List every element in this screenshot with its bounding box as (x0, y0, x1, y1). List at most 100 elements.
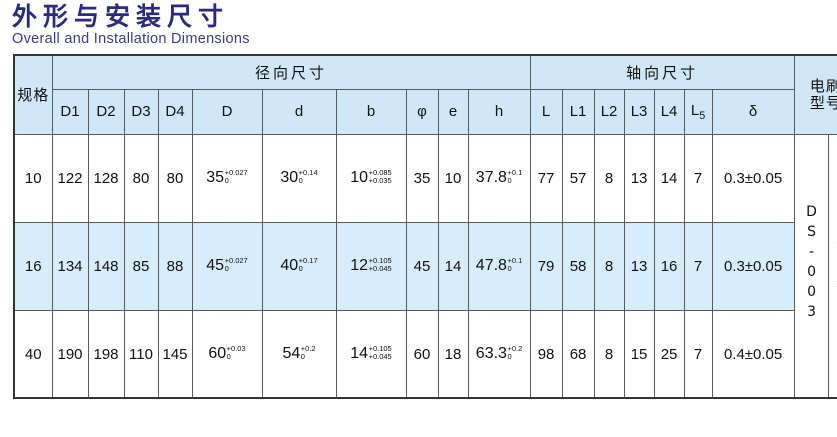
cell-d-tolerance-upper: +0.17 (298, 256, 318, 266)
dimensions-table: 规格 径向尺寸 轴向尺寸 电刷 型号 D1 D2 D3 D4 D d b φ e… (13, 53, 837, 400)
cell-b-base: 10 (350, 169, 369, 187)
header-brush-model: 电刷 型号 (793, 54, 837, 135)
header-group-axial: 轴向尺寸 (529, 54, 795, 90)
cell-phi: 60 (405, 309, 439, 399)
header-col-L2: L2 (593, 88, 625, 135)
header-col-e: e (437, 88, 469, 135)
header-col-d1: D1 (51, 88, 89, 135)
header-col-L3: L3 (623, 88, 655, 135)
cell-D-base: 45 (206, 257, 225, 275)
cell-D-tolerance-upper: +0.03 (226, 343, 246, 353)
cell-L5: 7 (683, 221, 713, 311)
cell-D-value: 35 +0.027 0 (206, 168, 248, 187)
header-col-L4: L4 (653, 88, 685, 135)
header-col-d2: D2 (87, 88, 125, 135)
cell-L4: 14 (653, 133, 685, 223)
cell-L2: 8 (593, 221, 625, 311)
cell-L: 77 (529, 133, 563, 223)
cell-d-value: 40 +0.17 0 (280, 256, 318, 275)
cell-d2: 148 (87, 221, 125, 311)
cell-L5: 7 (683, 309, 713, 399)
cell-L4: 25 (653, 309, 685, 399)
header-col-d4: D4 (157, 88, 193, 135)
cell-spec: 10 (13, 133, 53, 223)
header-col-d3: D3 (123, 88, 159, 135)
header-col-b: b (335, 88, 407, 135)
cell-b: 12 +0.105 +0.045 (335, 221, 407, 311)
cell-b-tolerance-lower: +0.045 (368, 352, 392, 362)
header-col-L1: L1 (561, 88, 595, 135)
cell-spec: 40 (13, 309, 53, 399)
cell-D: 35 +0.027 0 (191, 133, 263, 223)
table-row: 10 122 128 80 80 35 +0.027 0 30 +0.14 0 10 +0.085 +0.… (13, 133, 837, 399)
spec-table-wrap: 规格 径向尺寸 轴向尺寸 电刷 型号 D1 D2 D3 D4 D d b φ e… (13, 53, 837, 400)
header-col-L5: L5 (683, 88, 713, 135)
cell-D-base: 35 (206, 169, 225, 187)
header-col-d: d (261, 88, 337, 135)
brush-note-text: 见附表 (833, 229, 837, 299)
cell-d: 54 +0.2 0 (261, 309, 337, 399)
cell-D: 60 +0.03 0 (191, 309, 263, 399)
table-row: 16 134 148 85 88 45 +0.027 0 40 +0.17 0 12 +0.105 +0.… (13, 221, 837, 311)
cell-h-tolerance: +0.1 0 (507, 256, 522, 274)
cell-d: 30 +0.14 0 (261, 133, 337, 223)
cell-d4: 88 (157, 221, 193, 311)
cell-b-value: 14 +0.105 +0.045 (350, 343, 392, 363)
header-col-L: L (529, 88, 563, 135)
cell-b-tolerance: +0.105 +0.045 (368, 343, 392, 362)
cell-h-tolerance-lower: 0 (507, 352, 512, 362)
cell-b-base: 12 (350, 257, 369, 275)
cell-h-base: 47.8 (475, 257, 507, 275)
cell-h-tolerance-lower: 0 (507, 176, 512, 186)
header-col-h: h (467, 88, 531, 135)
cell-D: 45 +0.027 0 (191, 221, 263, 311)
cell-h-value: 63.3 +0.2 0 (475, 343, 523, 363)
cell-D-value: 45 +0.027 0 (206, 256, 248, 275)
cell-d4: 80 (157, 133, 193, 223)
cell-h-tolerance: +0.2 0 (507, 343, 523, 362)
cell-D-tolerance-upper: +0.027 (224, 168, 248, 178)
cell-phi: 35 (405, 133, 439, 223)
header-spec: 规格 (13, 54, 53, 135)
header-col-D: D (191, 88, 263, 135)
cell-d-tolerance: +0.14 0 (298, 168, 318, 186)
cell-b-value: 10 +0.085 +0.035 (350, 168, 392, 187)
cell-spec: 16 (13, 221, 53, 311)
cell-brush-note: 见附表 (827, 133, 837, 399)
cell-L2: 8 (593, 309, 625, 399)
page-title-cn: 外形与安装尺寸 (12, 2, 230, 31)
cell-delta: 0.4±0.05 (711, 309, 795, 399)
cell-d2: 128 (87, 133, 125, 223)
cell-D-tolerance-lower: 0 (224, 176, 229, 186)
cell-d1: 122 (51, 133, 89, 223)
cell-b-tolerance: +0.085 +0.035 (368, 168, 392, 186)
cell-d2: 198 (87, 309, 125, 399)
cell-h-tolerance-upper: +0.2 (507, 343, 523, 353)
cell-L: 98 (529, 309, 563, 399)
cell-h-base: 63.3 (475, 345, 507, 363)
cell-e: 10 (437, 133, 469, 223)
brush-model-text: DS-003 (803, 204, 820, 325)
cell-b-tolerance-upper: +0.105 (368, 343, 392, 353)
cell-L4: 16 (653, 221, 685, 311)
cell-d-tolerance-lower: 0 (298, 176, 303, 186)
cell-phi: 45 (405, 221, 439, 311)
cell-d3: 85 (123, 221, 159, 311)
cell-d-base: 40 (280, 257, 299, 275)
cell-d-tolerance-upper: +0.14 (298, 168, 318, 178)
cell-b-value: 12 +0.105 +0.045 (350, 256, 392, 275)
cell-b-tolerance-upper: +0.105 (368, 256, 392, 266)
cell-L3: 13 (623, 133, 655, 223)
cell-D-tolerance: +0.03 0 (226, 343, 246, 362)
table-body: 10 122 128 80 80 35 +0.027 0 30 +0.14 0 10 +0.085 +0.… (13, 133, 837, 399)
cell-D-value: 60 +0.03 0 (208, 343, 246, 363)
cell-b-tolerance-lower: +0.035 (368, 176, 392, 186)
cell-L1: 58 (561, 221, 595, 311)
cell-L2: 8 (593, 133, 625, 223)
table-head: 规格 径向尺寸 轴向尺寸 电刷 型号 D1 D2 D3 D4 D d b φ e… (13, 54, 837, 135)
cell-D-tolerance-upper: +0.027 (224, 256, 248, 266)
cell-b-tolerance: +0.105 +0.045 (368, 256, 392, 274)
cell-e: 14 (437, 221, 469, 311)
cell-delta: 0.3±0.05 (711, 133, 795, 223)
page-title-block: 外形与安装尺寸 Overall and Installation Dimensi… (0, 0, 837, 48)
